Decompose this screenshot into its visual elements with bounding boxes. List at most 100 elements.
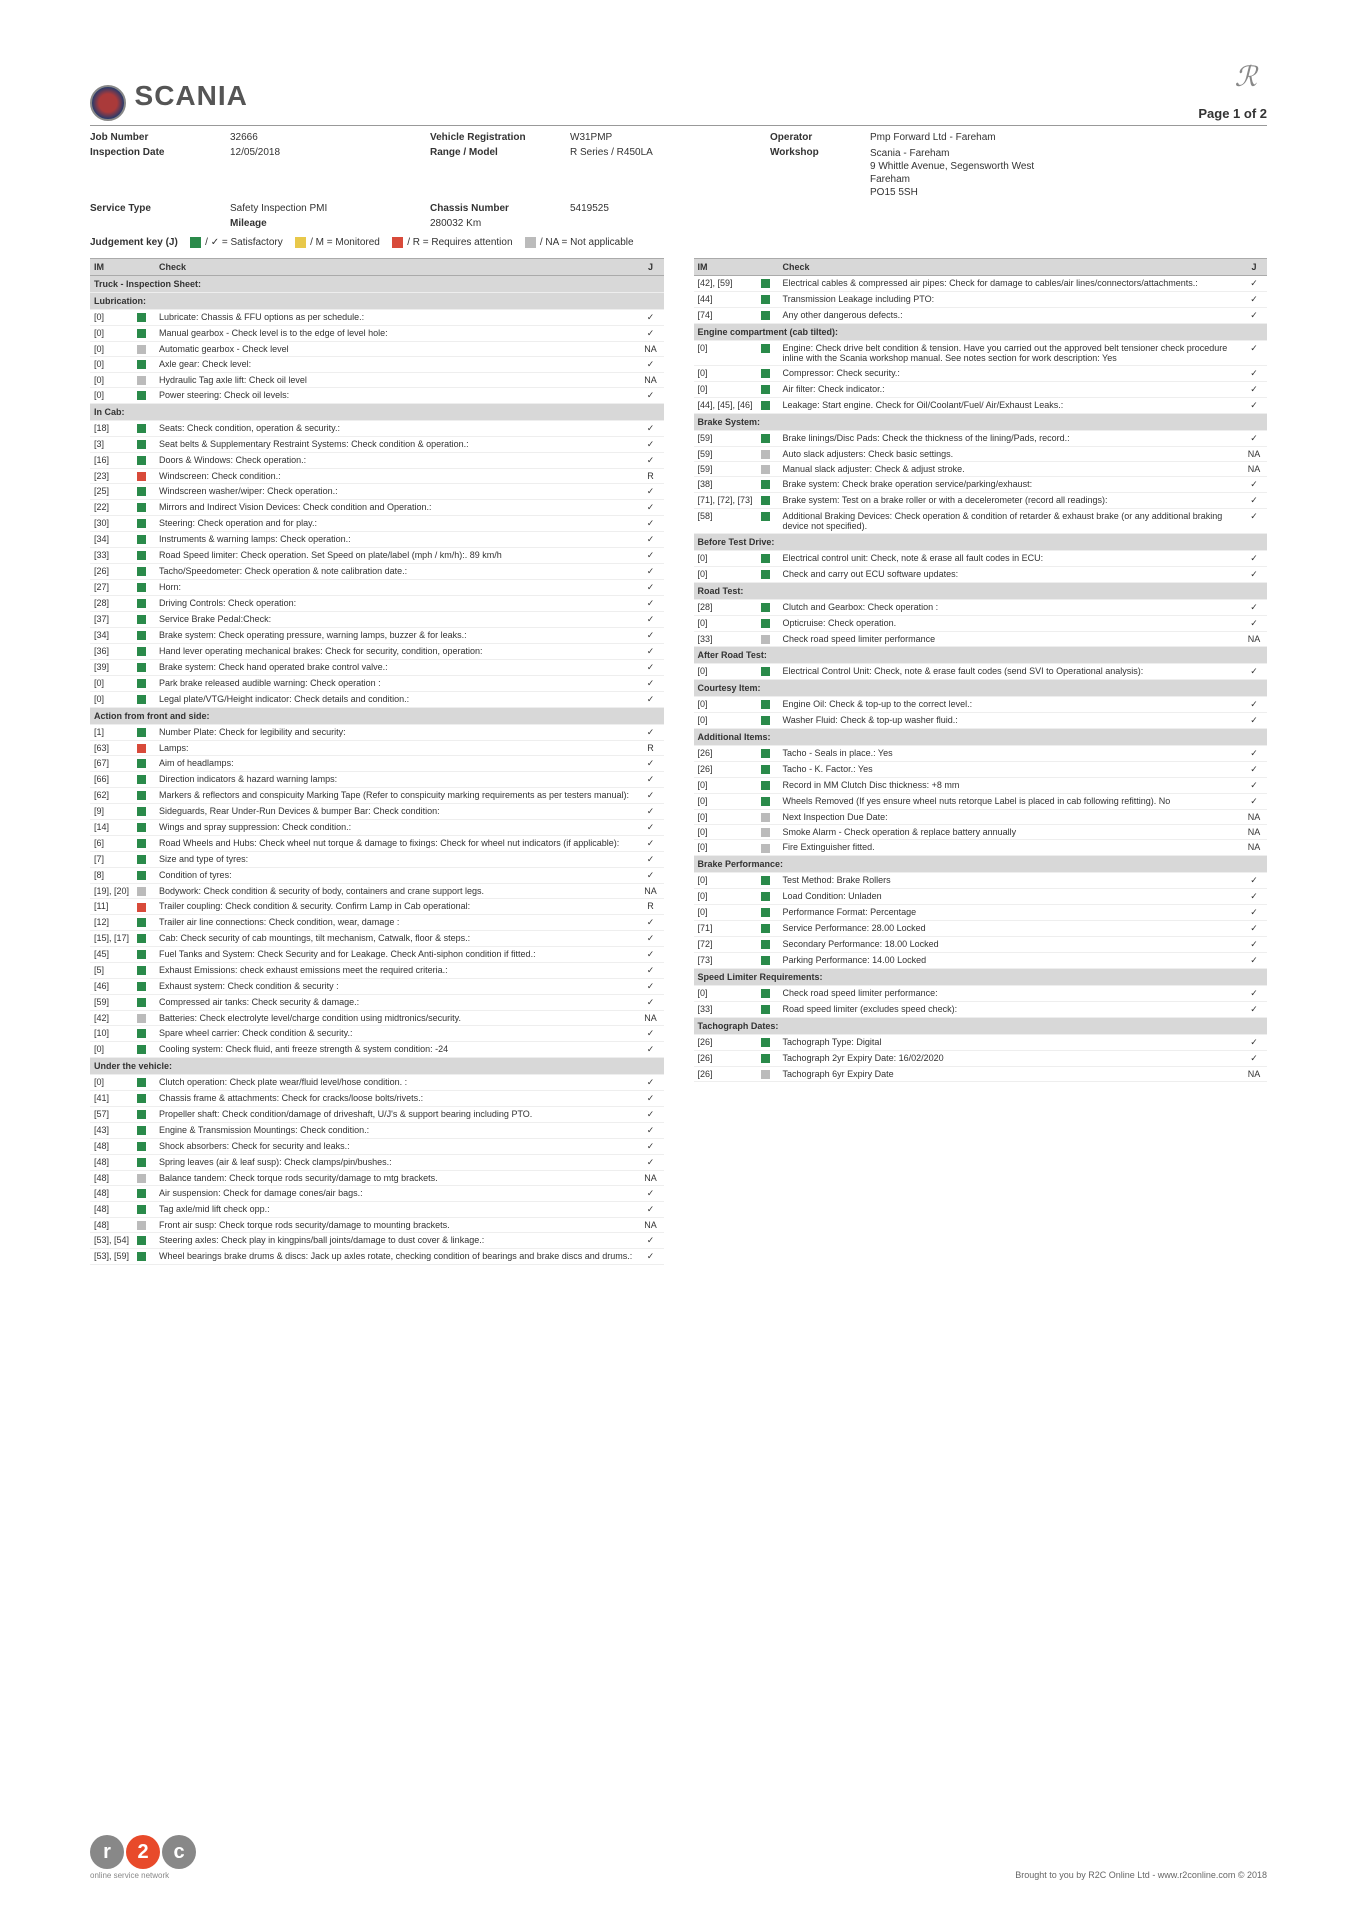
workshop-name: Scania - Fareham <box>870 147 1267 160</box>
check-row: [10]Spare wheel carrier: Check condition… <box>90 1025 664 1041</box>
check-row: [45] Fuel Tanks and System: Check Securit… <box>90 946 664 962</box>
chassis-label: Chassis Number <box>430 203 570 214</box>
check-row: [0]Check and carry out ECU software upda… <box>694 567 1268 583</box>
status-swatch-icon <box>761 1005 770 1014</box>
judgement-value: ✓ <box>1241 713 1267 729</box>
im-code: [57] <box>90 1106 133 1122</box>
judgement-value: ✓ <box>638 1185 664 1201</box>
im-code: [37] <box>90 612 133 628</box>
status-swatch-icon <box>761 554 770 563</box>
im-code: [26] <box>694 1034 757 1050</box>
check-description: Chassis frame & attachments: Check for c… <box>155 1090 637 1106</box>
section-header: Action from front and side: <box>90 708 664 725</box>
status-swatch-icon <box>137 503 146 512</box>
check-description: Wheels Removed (If yes ensure wheel nuts… <box>779 794 1241 810</box>
judgement-value: ✓ <box>638 820 664 836</box>
check-description: Aim of headlamps: <box>155 756 637 772</box>
status-swatch-icon <box>761 828 770 837</box>
check-description: Trailer coupling: Check condition & secu… <box>155 899 637 914</box>
status-swatch-icon <box>137 966 146 975</box>
check-row: [0]Test Method: Brake Rollers✓ <box>694 872 1268 888</box>
status-swatch-icon <box>137 887 146 896</box>
status-swatch-icon <box>137 1221 146 1230</box>
check-description: Axle gear: Check level: <box>155 356 637 372</box>
im-code: [22] <box>90 500 133 516</box>
judgement-value: ✓ <box>638 1090 664 1106</box>
check-description: Sideguards, Rear Under-Run Devices & bum… <box>155 804 637 820</box>
status-swatch-icon <box>137 1252 146 1261</box>
judgement-value: ✓ <box>1241 664 1267 680</box>
vehicle-reg-value: W31PMP <box>570 132 770 143</box>
check-description: Front air susp: Check torque rods securi… <box>155 1217 637 1232</box>
judgement-value: ✓ <box>638 930 664 946</box>
operator-value: Pmp Forward Ltd - Fareham <box>870 132 1267 143</box>
im-code: [62] <box>90 788 133 804</box>
check-row: [0]Power steering: Check oil levels:✓ <box>90 388 664 404</box>
inspection-columns: IM Check J Truck - Inspection Sheet:Lubr… <box>90 258 1267 1265</box>
status-swatch-icon <box>137 631 146 640</box>
status-swatch-icon <box>137 456 146 465</box>
check-row: [72]Secondary Performance: 18.00 Locked✓ <box>694 936 1268 952</box>
im-code: [45] <box>90 946 133 962</box>
check-row: [9]Sideguards, Rear Under-Run Devices & … <box>90 804 664 820</box>
status-swatch-icon <box>137 759 146 768</box>
check-description: Steering: Check operation and for play.: <box>155 516 637 532</box>
judgement-value: ✓ <box>1241 936 1267 952</box>
status-swatch-icon <box>761 311 770 320</box>
im-code: [58] <box>694 509 757 534</box>
im-code: [23] <box>90 469 133 484</box>
section-title: Brake System: <box>694 413 1268 430</box>
judgement-value: ✓ <box>1241 888 1267 904</box>
judgement-value: ✓ <box>638 994 664 1010</box>
im-code: [0] <box>90 309 133 325</box>
judgement-value: ✓ <box>638 1138 664 1154</box>
im-code: [0] <box>90 692 133 708</box>
mileage-value: 280032 Km <box>430 218 570 229</box>
section-title: Courtesy Item: <box>694 680 1268 697</box>
check-description: Opticruise: Check operation. <box>779 616 1241 632</box>
r2c-tagline: online service network <box>90 1871 196 1880</box>
check-row: [8]Condition of tyres:✓ <box>90 868 664 884</box>
check-row: [26]Tachograph 6yr Expiry DateNA <box>694 1066 1268 1081</box>
status-swatch-icon <box>137 472 146 481</box>
check-row: [28]Driving Controls: Check operation:✓ <box>90 596 664 612</box>
section-header: Truck - Inspection Sheet: <box>90 275 664 292</box>
section-header: Engine compartment (cab tilted): <box>694 323 1268 340</box>
check-description: Engine: Check drive belt condition & ten… <box>779 340 1241 365</box>
check-row: [0]Automatic gearbox - Check levelNA <box>90 341 664 356</box>
status-swatch-icon <box>137 345 146 354</box>
status-swatch-icon <box>137 1078 146 1087</box>
section-header: Additional Items: <box>694 729 1268 746</box>
status-swatch-icon <box>761 570 770 579</box>
inspection-page: ℛ SCANIA Page 1 of 2 Job Number 32666 Ve… <box>0 0 1357 1920</box>
im-code: [41] <box>90 1090 133 1106</box>
legend-requires: / R = Requires attention <box>407 237 512 248</box>
check-description: Secondary Performance: 18.00 Locked <box>779 936 1241 952</box>
check-row: [0]Legal plate/VTG/Height indicator: Che… <box>90 692 664 708</box>
judgement-value: ✓ <box>1241 291 1267 307</box>
check-description: Instruments & warning lamps: Check opera… <box>155 532 637 548</box>
check-description: Washer Fluid: Check & top-up washer flui… <box>779 713 1241 729</box>
im-code: [0] <box>694 872 757 888</box>
check-row: [26]Tachograph Type: Digital✓ <box>694 1034 1268 1050</box>
status-swatch-icon <box>137 823 146 832</box>
check-description: Compressed air tanks: Check security & d… <box>155 994 637 1010</box>
status-swatch-icon <box>761 765 770 774</box>
check-description: Seats: Check condition, operation & secu… <box>155 421 637 437</box>
judgement-value: ✓ <box>638 725 664 741</box>
status-swatch-icon <box>137 1236 146 1245</box>
status-swatch-icon <box>761 279 770 288</box>
check-row: [15], [17]Cab: Check security of cab mou… <box>90 930 664 946</box>
check-description: Fuel Tanks and System: Check Security an… <box>155 946 637 962</box>
im-code: [26] <box>694 1066 757 1081</box>
section-title: Speed Limiter Requirements: <box>694 968 1268 985</box>
job-header: Job Number 32666 Vehicle Registration W3… <box>90 132 1267 229</box>
swatch-na-icon <box>525 237 536 248</box>
im-code: [59] <box>694 461 757 476</box>
status-swatch-icon <box>761 892 770 901</box>
judgement-value: ✓ <box>1241 746 1267 762</box>
check-row: [0]Hydraulic Tag axle lift: Check oil le… <box>90 372 664 387</box>
section-header: Lubrication: <box>90 292 664 309</box>
header-bar: SCANIA Page 1 of 2 <box>90 80 1267 126</box>
status-swatch-icon <box>137 839 146 848</box>
